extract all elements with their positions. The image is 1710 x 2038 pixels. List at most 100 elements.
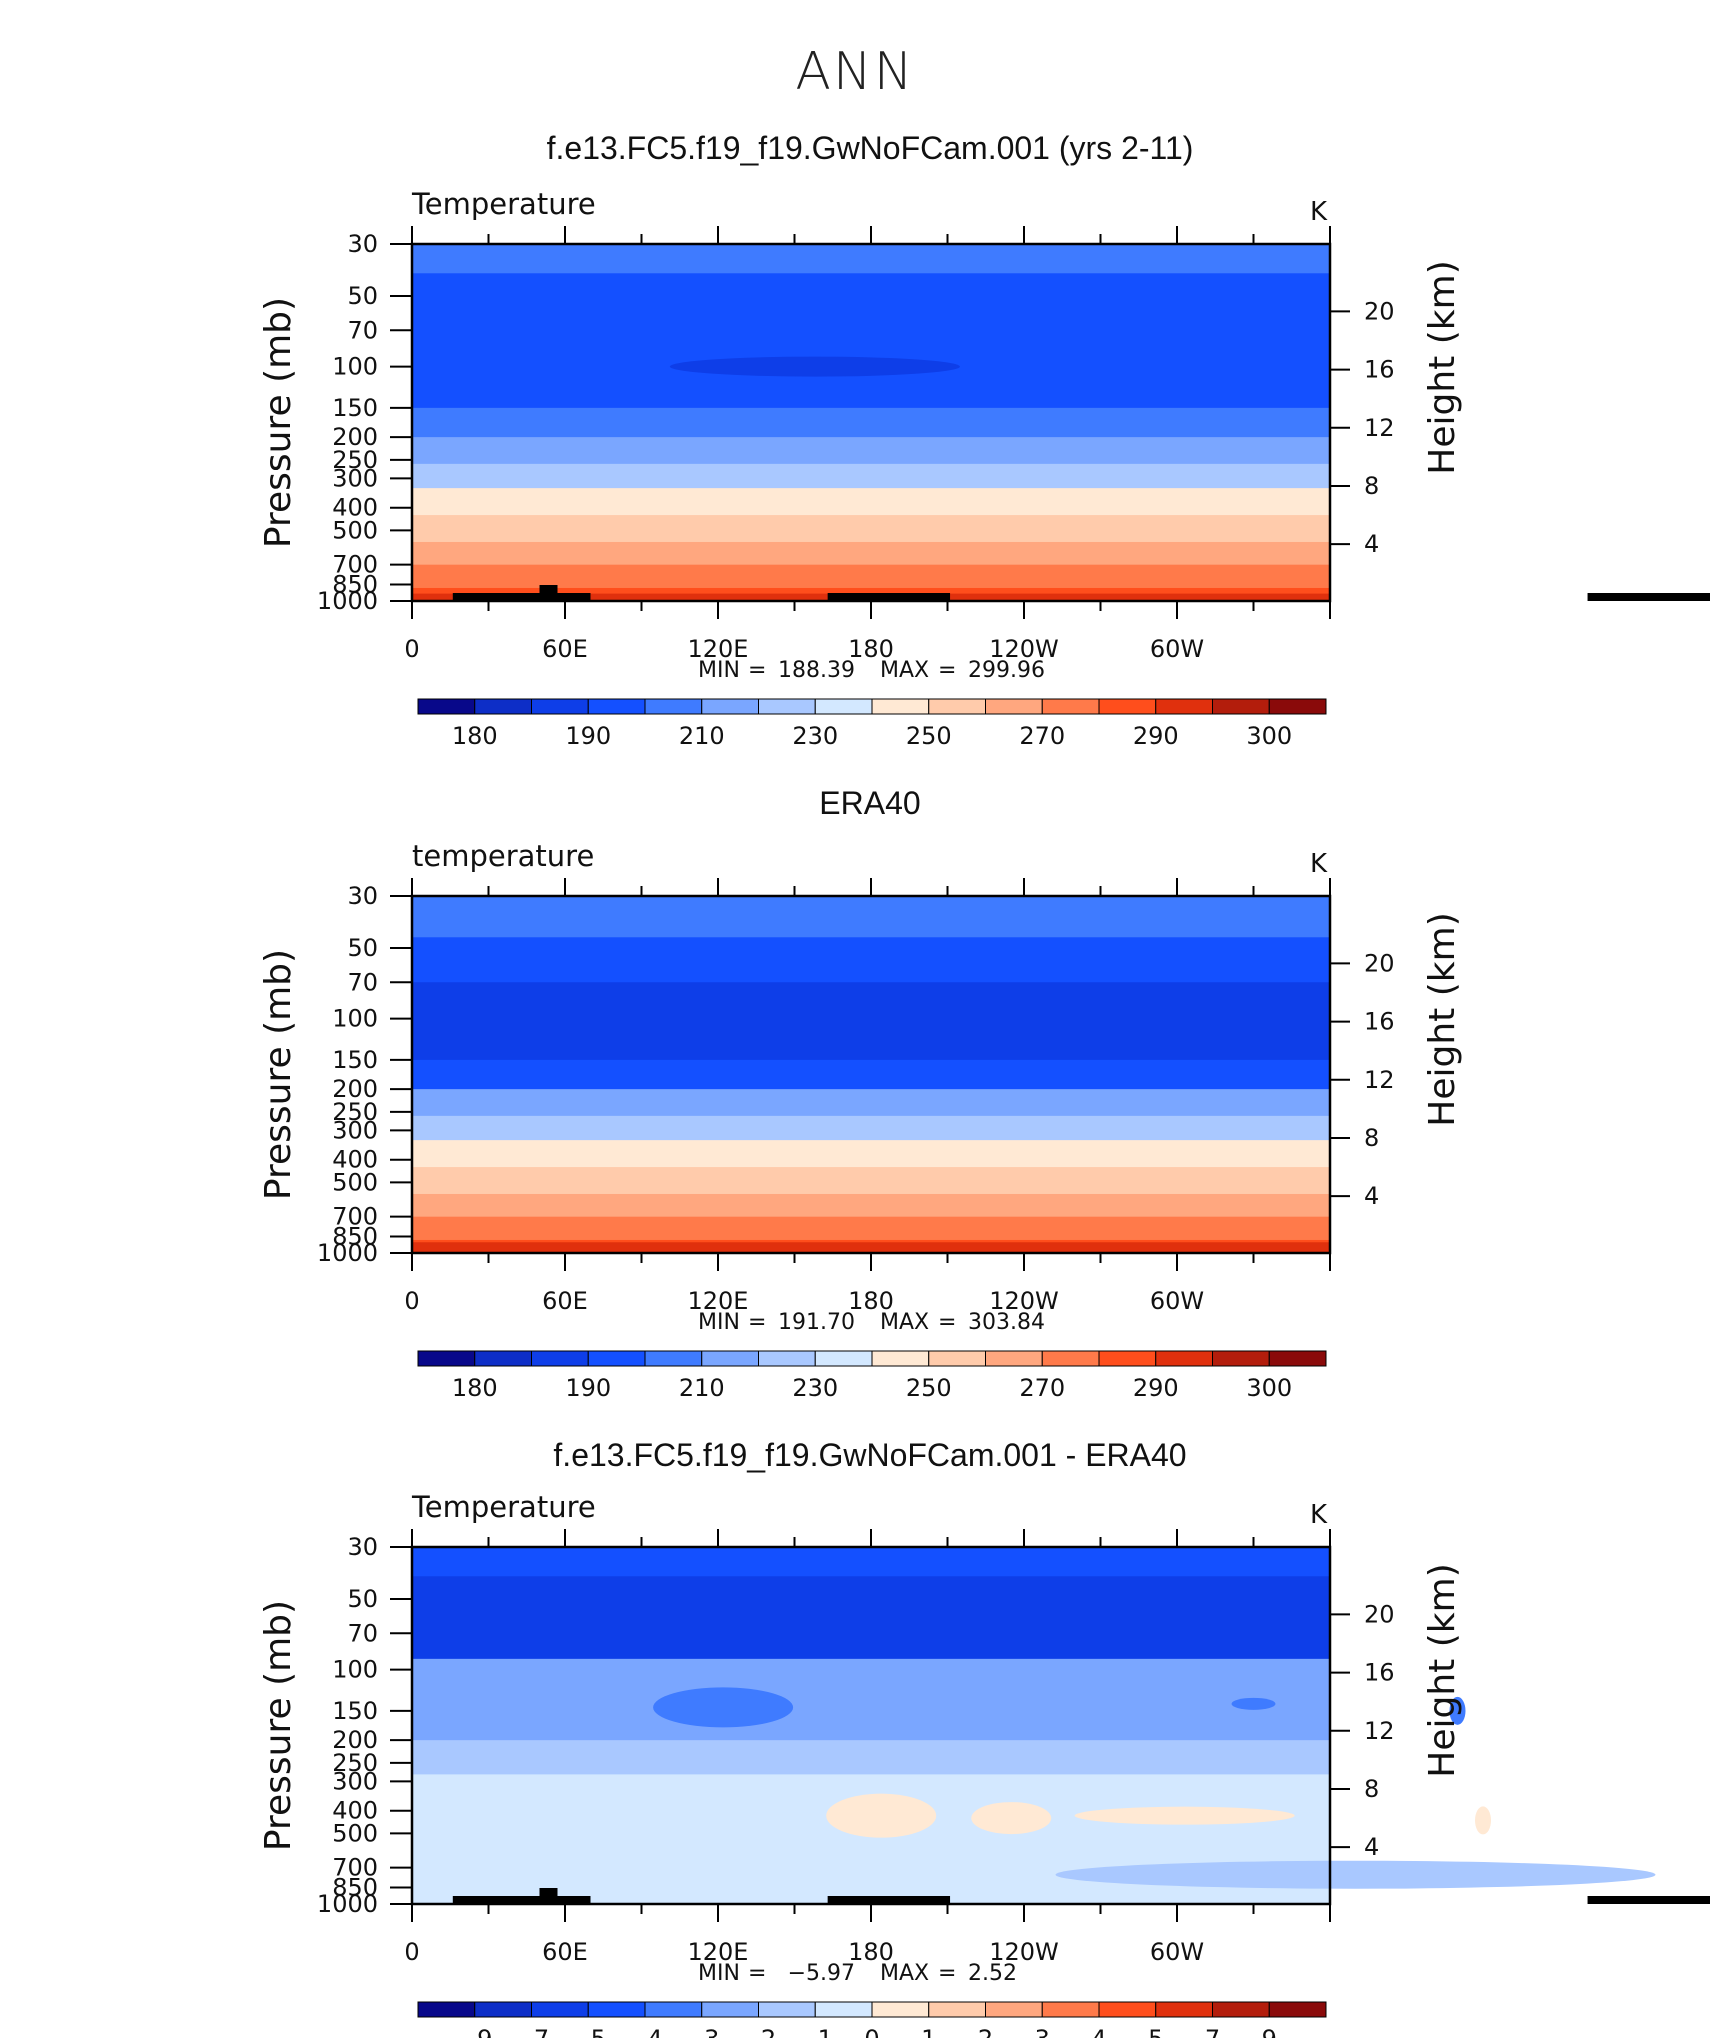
colorbar-label: 4 xyxy=(1091,2025,1106,2038)
band xyxy=(412,1115,1330,1141)
height-tick-label: 20 xyxy=(1364,297,1395,325)
min-label: MIN xyxy=(698,1310,740,1335)
colorbar-label: 3 xyxy=(1035,2025,1050,2038)
band xyxy=(412,937,1330,983)
units-label: K xyxy=(1310,1500,1328,1530)
figure-title: ANN xyxy=(795,42,915,102)
colorbar-swatch xyxy=(531,2001,589,2018)
units-label: K xyxy=(1310,197,1328,227)
band xyxy=(412,463,1330,489)
band xyxy=(412,541,1330,566)
colorbar-swatch xyxy=(758,698,816,715)
colorbar-label: 190 xyxy=(565,1374,611,1402)
panel-3-title: f.e13.FC5.f19_f19.GwNoFCam.001 - ERA40 xyxy=(553,1437,1187,1473)
y-tick-label: 200 xyxy=(332,1075,378,1103)
max-label: MAX xyxy=(880,1961,929,1986)
y-tick-label: 70 xyxy=(347,968,378,996)
height-tick-label: 4 xyxy=(1364,1833,1379,1861)
min-value: 188.39 xyxy=(778,658,855,683)
panel-2: 0 60E 120E 180 120W 60W3050701001502002503004… xyxy=(258,839,1463,1402)
panel-2-title: ERA40 xyxy=(819,785,921,821)
equals-sign: = xyxy=(748,1961,766,1986)
y-tick-label: 300 xyxy=(332,464,378,492)
band xyxy=(827,593,951,601)
colorbar: 180 190 210 230 250 270 290 300 xyxy=(417,1350,1327,1402)
colorbar-swatch xyxy=(758,2001,816,2018)
y-tick-label: 500 xyxy=(332,516,378,544)
band xyxy=(669,356,960,377)
y-tick-label: 1000 xyxy=(317,1890,378,1918)
height-tick-label: 8 xyxy=(1364,1775,1379,1803)
colorbar-swatch xyxy=(928,698,986,715)
max-value: 303.84 xyxy=(968,1310,1045,1335)
min-value: −5.97 xyxy=(788,1961,855,1986)
x-tick-label: 60E xyxy=(542,1287,588,1315)
colorbar-swatch xyxy=(928,1350,986,1367)
colorbar-swatch xyxy=(531,698,589,715)
y-tick-label: 100 xyxy=(332,353,378,381)
max-label: MAX xyxy=(880,658,929,683)
y-tick-label: 850 xyxy=(332,1222,378,1250)
colorbar-swatch xyxy=(417,2001,476,2018)
y-tick-label: 50 xyxy=(347,934,378,962)
colorbar-swatch xyxy=(587,698,646,715)
y-tick-label: 100 xyxy=(332,1005,378,1033)
height-tick-label: 8 xyxy=(1364,1124,1379,1152)
colorbar-swatch xyxy=(417,698,476,715)
band xyxy=(412,437,1330,465)
y-tick-label: 850 xyxy=(332,1873,378,1901)
colorbar-label: −9 xyxy=(457,2025,492,2038)
x-tick-label: 180 xyxy=(848,1938,894,1966)
x-tick-label: 180 xyxy=(848,635,894,663)
x-tick-label: 120W xyxy=(989,1938,1059,1966)
x-tick-label: 60W xyxy=(1150,1287,1204,1315)
colorbar-swatch xyxy=(417,1350,476,1367)
colorbar-label: 270 xyxy=(1019,1374,1065,1402)
y-tick-label: 400 xyxy=(332,494,378,522)
y-tick-label: 400 xyxy=(332,1797,378,1825)
band xyxy=(827,1896,951,1904)
y-tick-label: 250 xyxy=(332,446,378,474)
band xyxy=(1055,1860,1656,1889)
colorbar-swatch xyxy=(758,1350,816,1367)
band xyxy=(412,1089,1330,1117)
y-tick-label: 1000 xyxy=(317,1239,378,1267)
min-value: 191.70 xyxy=(778,1310,855,1335)
colorbar-label: 0 xyxy=(864,2025,879,2038)
y-tick-label: 500 xyxy=(332,1168,378,1196)
band xyxy=(826,1793,937,1838)
colorbar-swatch xyxy=(474,2001,532,2018)
band xyxy=(971,1802,1052,1835)
y-tick-label: 700 xyxy=(332,1203,378,1231)
colorbar-swatch xyxy=(1268,698,1327,715)
colorbar-label: 2 xyxy=(978,2025,993,2038)
colorbar-label: 180 xyxy=(452,1374,498,1402)
colorbar-label: 210 xyxy=(679,1374,725,1402)
band xyxy=(539,585,558,601)
height-tick-label: 8 xyxy=(1364,472,1379,500)
band xyxy=(412,1140,1330,1168)
colorbar-label: −7 xyxy=(514,2025,549,2038)
equals-sign: = xyxy=(748,1310,766,1335)
x-tick-label: 0 xyxy=(404,1938,419,1966)
y-tick-label: 150 xyxy=(332,394,378,422)
height-tick-label: 20 xyxy=(1364,1600,1395,1628)
x-tick-label: 0 xyxy=(404,635,419,663)
colorbar-label: 7 xyxy=(1205,2025,1220,2038)
band xyxy=(412,1167,1330,1195)
x-tick-label: 60E xyxy=(542,1938,588,1966)
colorbar-swatch xyxy=(1155,698,1213,715)
height-tick-label: 12 xyxy=(1364,1717,1395,1745)
colorbar-label: 290 xyxy=(1133,1374,1179,1402)
band xyxy=(412,515,1330,543)
colorbar-swatch xyxy=(1268,2001,1327,2018)
colorbar-swatch xyxy=(871,698,930,715)
band xyxy=(1231,1697,1276,1710)
y-tick-label: 150 xyxy=(332,1046,378,1074)
y-axis-label: Pressure (mb) xyxy=(258,949,299,1200)
min-label: MIN xyxy=(698,658,740,683)
x-tick-label: 60W xyxy=(1150,1938,1204,1966)
colorbar-swatch xyxy=(644,2001,703,2018)
band xyxy=(412,982,1330,1061)
